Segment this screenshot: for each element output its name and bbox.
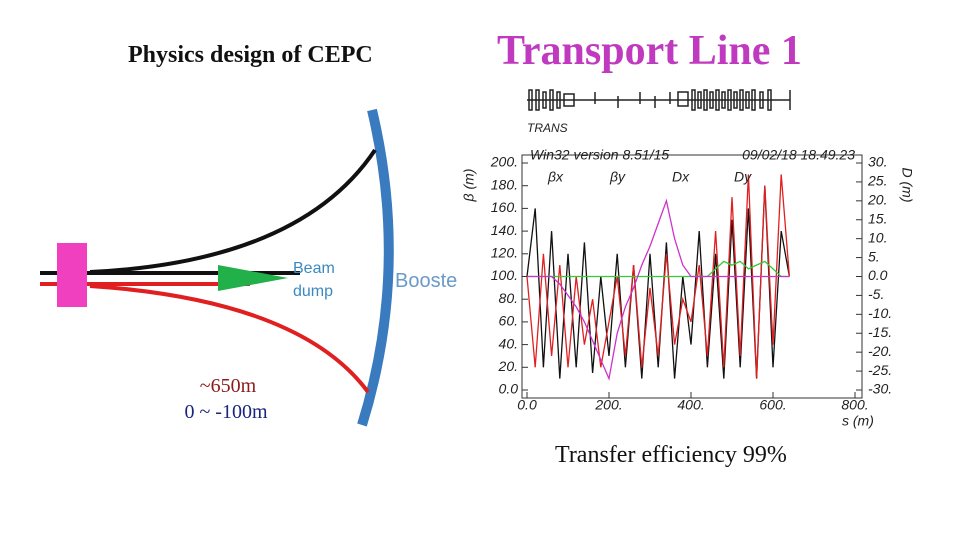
y-tick-label: 80.: [499, 290, 518, 306]
chart-title: Win32 version 8.51/15: [530, 147, 669, 163]
source-box: [57, 243, 87, 307]
y2-tick-label: 10.: [868, 229, 887, 245]
x-tick-label: 600.: [759, 397, 786, 413]
y2-tick-label: -25.: [868, 362, 892, 378]
beam-arrow: [218, 265, 288, 291]
y2-tick-label: -30.: [868, 381, 892, 397]
lattice-label: TRANS: [527, 121, 568, 135]
legend-entry: βx: [547, 169, 564, 185]
y2-tick-label: 0.0: [868, 267, 888, 283]
x-tick-label: 800.: [841, 397, 868, 413]
y-axis-label: β (m): [461, 169, 477, 203]
length-label: ~650m: [200, 375, 257, 397]
legend-entry: βy: [609, 169, 626, 185]
series-line: [526, 174, 791, 379]
ring-label: Booste: [395, 270, 457, 292]
legend-entry: Dx: [672, 169, 690, 185]
caption: Transfer efficiency 99%: [555, 442, 787, 468]
upper-line: [89, 148, 377, 274]
y-tick-label: 40.: [499, 335, 518, 351]
y2-tick-label: 15.: [868, 210, 887, 226]
y2-tick-label: 25.: [867, 173, 887, 189]
left-title: Physics design of CEPC: [128, 42, 373, 68]
right-title: Transport Line 1: [497, 28, 802, 74]
y2-tick-label: 5.: [868, 248, 880, 264]
x-tick-label: 200.: [594, 397, 622, 413]
y2-axis-label: D (m): [899, 168, 915, 203]
lower-line: [89, 284, 370, 394]
y2-tick-label: -20.: [868, 343, 892, 359]
y2-tick-label: -5.: [868, 286, 884, 302]
height-label: 0 ~ -100m: [184, 401, 267, 423]
diagram: Beam dump Booste ~650m 0 ~ -100m: [40, 108, 457, 427]
x-tick-label: 0.0: [517, 397, 537, 413]
y-tick-label: 100.: [491, 267, 518, 283]
booster-ring: [357, 108, 394, 427]
y-tick-label: 200.: [490, 154, 518, 170]
y-tick-label: 60.: [499, 313, 518, 329]
y-tick-label: 160.: [491, 199, 518, 215]
optics-plot: 0.0 20. 40. 60. 80. 100. 120. 140. 160. 180. 200. -…: [461, 147, 916, 429]
y-tick-label: 180.: [491, 176, 518, 192]
legend-entry: Dy: [734, 169, 752, 185]
chart-subtitle: 09/02/18 18.49.23: [742, 147, 855, 163]
series-line: [527, 198, 790, 381]
y2-tick-label: 30.: [868, 154, 887, 170]
y2-tick-label: -15.: [868, 324, 892, 340]
y2-tick-label: 20.: [867, 192, 887, 208]
y-tick-label: 0.0: [499, 381, 519, 397]
lattice: [527, 89, 791, 111]
y2-tick-label: -10.: [868, 305, 892, 321]
beam-label: Beam: [293, 260, 335, 277]
series-line: [526, 185, 791, 379]
y-tick-label: 140.: [491, 222, 518, 238]
series-line: [527, 260, 790, 278]
y-tick-label: 120.: [491, 245, 518, 261]
y-tick-label: 20.: [498, 358, 518, 374]
dump-label: dump: [293, 283, 333, 300]
x-tick-label: 400.: [677, 397, 704, 413]
x-axis-label: s (m): [842, 413, 874, 429]
